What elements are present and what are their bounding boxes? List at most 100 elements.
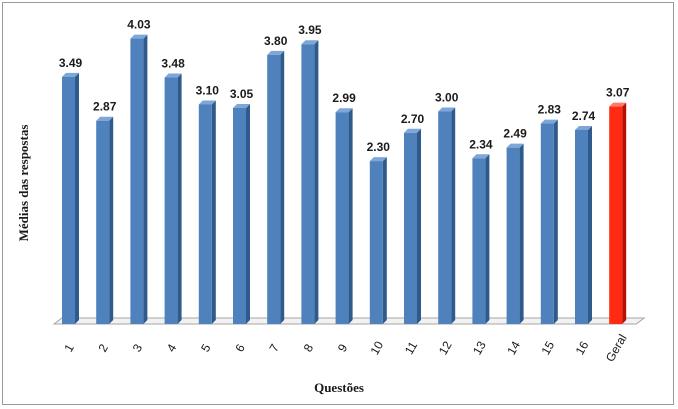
bar-side xyxy=(314,40,319,324)
bar-side xyxy=(280,50,285,325)
bar-top xyxy=(96,116,114,121)
data-label: 2.30 xyxy=(367,140,391,154)
bar xyxy=(506,143,524,324)
x-tick-label: 2 xyxy=(96,341,112,354)
bar-top xyxy=(164,73,182,78)
bar-side xyxy=(553,119,558,324)
bar-front xyxy=(164,77,178,324)
value-labels: 3.49 2.87 4.03 3.48 3.10 3.05 3.80 3.95 2.99 2.30… xyxy=(59,18,630,155)
bar xyxy=(233,103,250,324)
bar-side xyxy=(246,103,250,324)
bar-top xyxy=(438,107,456,112)
bar xyxy=(335,108,353,325)
data-label: 3.95 xyxy=(298,23,322,37)
bar xyxy=(438,107,456,324)
bar-side xyxy=(177,73,182,324)
bar-front xyxy=(472,158,486,324)
x-tick-label: Geral xyxy=(603,332,630,364)
bar-side xyxy=(143,34,148,324)
bar-front xyxy=(369,161,383,324)
x-tick-label: 10 xyxy=(367,338,386,357)
bar-top xyxy=(233,103,250,108)
bar-top xyxy=(575,125,592,130)
data-label: 3.00 xyxy=(435,91,459,105)
x-tick-label: 8 xyxy=(301,341,317,354)
data-label: 2.74 xyxy=(572,109,596,123)
bar-side xyxy=(382,157,387,324)
x-tick-label: 11 xyxy=(402,339,421,357)
bar-top xyxy=(609,102,627,107)
x-tick-label: 16 xyxy=(573,338,592,357)
data-label: 3.49 xyxy=(59,56,83,70)
x-tick-label: 13 xyxy=(470,338,489,357)
bar-side xyxy=(588,125,592,324)
data-label: 2.87 xyxy=(93,100,117,114)
bar-chart: 3.49 2.87 4.03 3.48 3.10 3.05 3.80 3.95 2.99 2.30… xyxy=(16,18,646,395)
bar-front xyxy=(198,104,212,325)
bar-front xyxy=(62,76,75,324)
bar-front xyxy=(575,129,588,324)
data-label: 3.80 xyxy=(264,34,288,48)
bar-front xyxy=(540,123,554,324)
bar-side xyxy=(519,143,524,324)
bar-front xyxy=(233,107,246,324)
bar xyxy=(301,40,319,324)
bars xyxy=(62,34,627,325)
data-label: 2.49 xyxy=(503,127,527,141)
y-axis-title: Médias das respostas xyxy=(16,125,31,242)
bar-top xyxy=(335,108,353,113)
bar-front xyxy=(609,106,623,324)
bar xyxy=(609,102,627,324)
bar-side xyxy=(417,128,421,324)
bar xyxy=(575,125,592,324)
bar xyxy=(267,50,285,325)
bar-top xyxy=(130,34,148,39)
data-label: 2.70 xyxy=(401,112,425,126)
bar-front xyxy=(506,147,520,324)
bar-side xyxy=(348,108,353,325)
bar-top xyxy=(540,119,558,124)
bar-top xyxy=(267,50,285,55)
bar-top xyxy=(62,72,79,77)
x-tick-label: 5 xyxy=(198,341,214,354)
bar-front xyxy=(335,112,349,325)
data-label: 2.34 xyxy=(469,137,493,151)
x-tick-label: 7 xyxy=(267,341,283,354)
x-tick-label: 15 xyxy=(538,338,557,357)
bar-top xyxy=(301,40,319,45)
bar-front xyxy=(301,44,315,324)
bar xyxy=(96,116,114,324)
data-label: 2.99 xyxy=(332,91,356,105)
bar-side xyxy=(451,107,456,324)
bar-side xyxy=(622,102,627,324)
data-label: 3.10 xyxy=(196,83,220,97)
bar-front xyxy=(130,38,144,324)
bar xyxy=(540,119,558,324)
x-tick-label: 9 xyxy=(335,341,351,354)
bar xyxy=(164,73,182,324)
bar xyxy=(404,128,421,324)
x-tick-label: 1 xyxy=(61,341,77,354)
bar-top xyxy=(472,154,490,159)
x-tick-label: 12 xyxy=(436,338,455,357)
bar-side xyxy=(485,154,490,324)
bar-front xyxy=(96,120,110,324)
x-axis-title: Questões xyxy=(314,380,364,395)
x-tick-label: 14 xyxy=(504,338,523,357)
bar xyxy=(62,72,79,324)
bar-top xyxy=(506,143,524,148)
x-tick-label: 3 xyxy=(130,341,146,354)
bar-front xyxy=(404,132,417,324)
x-tick-labels: 1 2 3 4 5 6 7 8 9 10 11 12 13 14 15 16 Geral xyxy=(61,332,629,364)
bar-front xyxy=(267,54,281,325)
bar xyxy=(198,100,216,325)
x-tick-label: 6 xyxy=(232,341,248,354)
chart-frame: 3.49 2.87 4.03 3.48 3.10 3.05 3.80 3.95 2.99 2.30… xyxy=(2,2,674,405)
data-label: 3.07 xyxy=(606,86,630,100)
bar xyxy=(130,34,148,324)
bar-top xyxy=(369,157,387,162)
x-tick-label: 4 xyxy=(164,341,180,354)
data-label: 4.03 xyxy=(127,18,151,32)
bar-side xyxy=(211,100,216,325)
data-label: 3.05 xyxy=(230,87,254,101)
